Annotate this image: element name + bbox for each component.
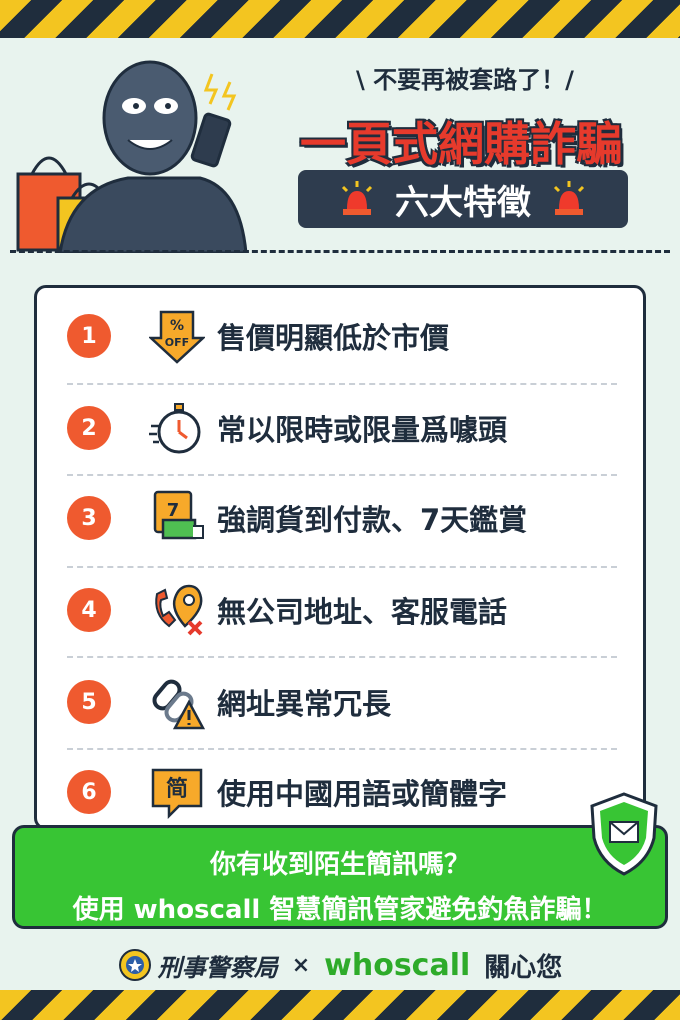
- feature-item: 3 7 強調貨到付款、7天鑑賞: [67, 488, 617, 548]
- section-divider: [10, 250, 670, 253]
- feature-text: 無公司地址、客服電話: [217, 595, 508, 629]
- feature-number: 1: [67, 314, 111, 358]
- whoscall-logo: whoscall: [324, 947, 471, 983]
- shield-message-icon: [590, 792, 658, 876]
- off-glyph: OFF: [165, 336, 189, 349]
- feature-number: 2: [67, 406, 111, 450]
- hazard-stripe-top: [0, 0, 680, 38]
- feature-text: 售價明顯低於市價: [217, 321, 450, 355]
- features-card: 1 % OFF 售價明顯低於市價 2 常以限時或限量爲噱頭 3 7 強調貨到付款…: [34, 285, 646, 830]
- feature-number: 6: [67, 770, 111, 814]
- six-features-badge: 六大特徵: [298, 170, 628, 228]
- calendar-cash-icon: 7: [153, 490, 204, 540]
- simplified-glyph: 简: [166, 776, 188, 802]
- cta-line-1: 你有收到陌生簡訊嗎？: [209, 850, 470, 880]
- times-sign: ×: [291, 952, 311, 978]
- scammer-figure-icon: [58, 60, 248, 253]
- row-divider: [67, 383, 617, 385]
- day-glyph: 7: [167, 500, 180, 521]
- simplified-char-icon: 简: [151, 768, 203, 820]
- cta-line-2: 使用 whoscall 智慧簡訊管家避免釣魚詐騙！: [72, 895, 608, 925]
- phone-location-x-icon: [155, 584, 203, 636]
- feature-number: 4: [67, 588, 111, 632]
- tagline: \ 不要再被套路了！/: [356, 66, 574, 94]
- hazard-stripe-bottom: [0, 990, 680, 1020]
- police-badge-icon: [118, 949, 151, 981]
- broken-link-warning-icon: [152, 679, 205, 730]
- feature-text: 強調貨到付款、7天鑑賞: [217, 503, 528, 537]
- siren-icon: [553, 181, 585, 215]
- row-divider: [67, 656, 617, 658]
- row-divider: [67, 566, 617, 568]
- cib-logo: 刑事警察局: [118, 948, 278, 983]
- care-text: 關心您: [484, 952, 563, 983]
- feature-item: 1 % OFF 售價明顯低於市價: [67, 306, 617, 366]
- feature-text: 網址異常冗長: [217, 687, 392, 721]
- feature-text: 使用中國用語或簡體字: [217, 777, 508, 811]
- page-title: 一頁式網購詐騙: [300, 117, 622, 171]
- percent-off-arrow-icon: % OFF: [149, 310, 205, 364]
- footer: 刑事警察局 × whoscall 關心您: [0, 940, 680, 990]
- feature-text: 常以限時或限量爲噱頭: [217, 413, 508, 447]
- feature-number: 5: [67, 680, 111, 724]
- cta-banner[interactable]: 你有收到陌生簡訊嗎？ 使用 whoscall 智慧簡訊管家避免釣魚詐騙！: [12, 825, 668, 929]
- percent-glyph: %: [170, 318, 184, 334]
- hero-illustration: [16, 60, 248, 253]
- feature-item: 4 無公司地址、客服電話: [67, 580, 617, 640]
- feature-number: 3: [67, 496, 111, 540]
- badge-label: 六大特徵: [395, 182, 531, 223]
- org-name: 刑事警察局: [157, 953, 278, 982]
- stopwatch-icon: [149, 403, 201, 454]
- siren-icon: [341, 181, 373, 215]
- feature-item: 6 简 使用中國用語或簡體字: [67, 762, 617, 822]
- row-divider: [67, 474, 617, 476]
- feature-item: 2 常以限時或限量爲噱頭: [67, 398, 617, 458]
- row-divider: [67, 748, 617, 750]
- feature-item: 5 網址異常冗長: [67, 672, 617, 732]
